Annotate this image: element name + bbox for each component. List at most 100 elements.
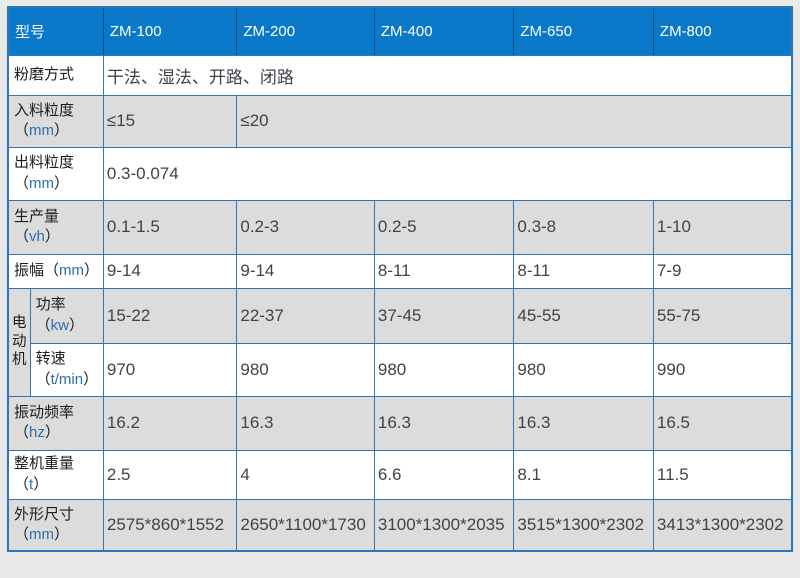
row-label-text: 整机重量 xyxy=(14,455,75,473)
row-capacity: 生产量 （vh） 0.1-1.5 0.2-3 0.2-5 0.3-8 1-10 xyxy=(7,199,793,255)
cell-weight-zm400: 6.6 xyxy=(373,449,515,500)
header-cell-model-label: 型号 xyxy=(7,6,104,56)
paren-close: ） xyxy=(44,228,60,245)
row-label-unit: （mm） xyxy=(44,262,99,279)
row-group-label-motor: 电动机 xyxy=(7,287,31,397)
cell-grind-method: 干法、湿法、开路、闭路 xyxy=(102,54,793,96)
row-amplitude: 振幅（mm） 9-14 9-14 8-11 8-11 7-9 xyxy=(7,253,793,289)
paren-open: （ xyxy=(14,174,30,192)
row-label-motor-speed: 转速 （t/min） xyxy=(29,342,104,397)
row-label-text: 功率 xyxy=(35,296,66,314)
cell-motor-power-zm800: 55-75 xyxy=(652,287,793,344)
row-label-unit: （vh） xyxy=(14,227,101,247)
paren-open: （ xyxy=(14,475,30,493)
cell-dimensions-zm650: 3515*1300*2302 xyxy=(513,498,654,552)
unit-text: t/min xyxy=(50,370,84,388)
cell-motor-speed-zm100: 970 xyxy=(102,342,238,397)
cell-motor-speed-zm650: 980 xyxy=(513,342,654,397)
paren-close: ） xyxy=(54,174,70,192)
cell-motor-power-zm400: 37-45 xyxy=(373,287,515,344)
unit-text: hz xyxy=(29,424,45,441)
cell-discharge-size: 0.3-0.074 xyxy=(102,146,793,201)
paren-open: （ xyxy=(14,525,30,543)
unit-text: mm xyxy=(59,261,85,279)
paren-close: ） xyxy=(44,424,60,441)
table-header-row: 型号 ZM-100 ZM-200 ZM-400 ZM-650 ZM-800 xyxy=(7,6,793,56)
row-label-text: 振幅 xyxy=(14,261,45,279)
cell-motor-power-zm650: 45-55 xyxy=(513,287,654,344)
cell-dimensions-zm400: 3100*1300*2035 xyxy=(373,498,515,552)
row-label-weight: 整机重量 （t） xyxy=(7,449,104,500)
unit-text: t xyxy=(29,475,34,493)
paren-open: （ xyxy=(14,228,30,245)
paren-close: ） xyxy=(68,316,84,334)
cell-motor-power-zm100: 15-22 xyxy=(102,287,238,344)
row-label-discharge-size: 出料粒度 （mm） xyxy=(7,146,104,201)
row-discharge-size: 出料粒度 （mm） 0.3-0.074 xyxy=(7,146,793,201)
row-label-unit: （t） xyxy=(14,475,101,495)
cell-capacity-zm200: 0.2-3 xyxy=(236,199,375,255)
cell-weight-zm800: 11.5 xyxy=(652,449,793,500)
paren-close: ） xyxy=(84,261,100,279)
header-cell-zm-650: ZM-650 xyxy=(513,6,654,56)
cell-dimensions-zm100: 2575*860*1552 xyxy=(102,498,238,552)
unit-text: vh xyxy=(29,228,45,245)
row-dimensions: 外形尺寸 （mm） 2575*860*1552 2650*1100*1730 31… xyxy=(7,498,793,552)
cell-vib-frequency-zm650: 16.3 xyxy=(513,395,654,451)
cell-vib-frequency-zm200: 16.3 xyxy=(236,395,375,451)
cell-capacity-zm100: 0.1-1.5 xyxy=(102,199,238,255)
paren-open: （ xyxy=(14,122,30,139)
cell-amplitude-zm100: 9-14 xyxy=(102,253,238,289)
cell-amplitude-zm800: 7-9 xyxy=(652,253,793,289)
row-feed-size: 入料粒度 （mm） ≤15 ≤20 xyxy=(7,94,793,148)
cell-dimensions-zm800: 3413*1300*2302 xyxy=(652,498,793,552)
row-label-dimensions: 外形尺寸 （mm） xyxy=(7,498,104,552)
header-cell-zm-400: ZM-400 xyxy=(373,6,515,56)
cell-feed-size-rest: ≤20 xyxy=(236,94,793,148)
cell-vib-frequency-zm100: 16.2 xyxy=(102,395,238,451)
paren-close: ） xyxy=(83,370,99,388)
row-label-unit: （mm） xyxy=(14,174,101,194)
row-label-capacity: 生产量 （vh） xyxy=(7,199,104,255)
cell-feed-size-zm100: ≤15 xyxy=(102,94,238,148)
unit-text: kw xyxy=(50,316,69,334)
row-label-amplitude: 振幅（mm） xyxy=(7,253,104,289)
header-cell-zm-200: ZM-200 xyxy=(236,6,375,56)
row-weight: 整机重量 （t） 2.5 4 6.6 8.1 11.5 xyxy=(7,449,793,500)
cell-vib-frequency-zm800: 16.5 xyxy=(652,395,793,451)
paren-close: ） xyxy=(54,525,70,543)
row-label-unit: （kw） xyxy=(36,316,101,336)
paren-open: （ xyxy=(35,370,51,388)
unit-text: mm xyxy=(29,174,55,192)
cell-motor-speed-zm200: 980 xyxy=(236,342,375,397)
row-label-text: 出料粒度 xyxy=(14,154,75,172)
cell-motor-speed-zm400: 980 xyxy=(373,342,515,397)
cell-capacity-zm400: 0.2-5 xyxy=(373,199,515,255)
cell-dimensions-zm200: 2650*1100*1730 xyxy=(236,498,375,552)
paren-open: （ xyxy=(44,261,60,279)
row-label-unit: （hz） xyxy=(14,423,101,443)
cell-motor-speed-zm800: 990 xyxy=(652,342,793,397)
header-cell-zm-100: ZM-100 xyxy=(102,6,238,56)
row-label-text: 外形尺寸 xyxy=(14,505,75,523)
paren-close: ） xyxy=(54,122,70,139)
header-cell-zm-800: ZM-800 xyxy=(652,6,793,56)
row-label-unit: （t/min） xyxy=(36,370,101,390)
cell-weight-zm100: 2.5 xyxy=(102,449,238,500)
cell-amplitude-zm200: 9-14 xyxy=(236,253,375,289)
row-label-unit: （mm） xyxy=(14,525,101,545)
row-grind-method: 粉磨方式 干法、湿法、开路、闭路 xyxy=(7,54,793,96)
cell-capacity-zm650: 0.3-8 xyxy=(513,199,654,255)
row-label-feed-size: 入料粒度 （mm） xyxy=(7,94,104,148)
cell-capacity-zm800: 1-10 xyxy=(652,199,793,255)
cell-amplitude-zm650: 8-11 xyxy=(513,253,654,289)
cell-vib-frequency-zm400: 16.3 xyxy=(373,395,515,451)
row-label-motor-power: 功率 （kw） xyxy=(29,287,104,344)
paren-open: （ xyxy=(35,316,51,334)
row-label-text: 入料粒度 xyxy=(14,101,75,119)
paren-open: （ xyxy=(14,424,30,441)
row-motor-power: 电动机 功率 （kw） 15-22 22-37 37-45 45-55 55-75 xyxy=(7,287,793,397)
cell-motor-power-zm200: 22-37 xyxy=(236,287,375,344)
spec-table: 型号 ZM-100 ZM-200 ZM-400 ZM-650 ZM-800 粉磨… xyxy=(7,6,793,552)
